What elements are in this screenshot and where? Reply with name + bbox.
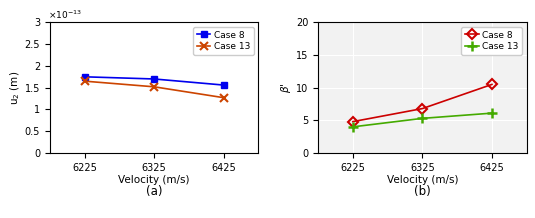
X-axis label: Velocity (m/s): Velocity (m/s) (387, 175, 458, 186)
Case 8 (220, 84, 227, 86)
Title: (b): (b) (414, 185, 431, 198)
Case 8 (81, 75, 88, 78)
Case 13 (81, 80, 88, 82)
Title: (a): (a) (146, 185, 163, 198)
Case 13 (220, 96, 227, 99)
Case 8 (419, 107, 426, 110)
Case 8 (488, 83, 495, 86)
Legend: Case 8, Case 13: Case 8, Case 13 (193, 27, 254, 55)
Text: $\times10^{-13}$: $\times10^{-13}$ (48, 9, 82, 21)
Line: Case 8: Case 8 (349, 81, 495, 125)
Case 8 (151, 78, 157, 80)
Line: Case 8: Case 8 (81, 74, 227, 88)
Legend: Case 8, Case 13: Case 8, Case 13 (461, 27, 522, 55)
Line: Case 13: Case 13 (348, 108, 497, 132)
Case 13 (151, 85, 157, 88)
Case 13 (488, 112, 495, 114)
X-axis label: Velocity (m/s): Velocity (m/s) (118, 175, 190, 186)
Line: Case 13: Case 13 (81, 77, 228, 102)
Case 8 (350, 120, 356, 123)
Y-axis label: $\beta$': $\beta$' (279, 82, 293, 93)
Y-axis label: u$_2$ (m): u$_2$ (m) (9, 71, 22, 105)
Case 13 (419, 117, 426, 120)
Case 13 (350, 126, 356, 128)
